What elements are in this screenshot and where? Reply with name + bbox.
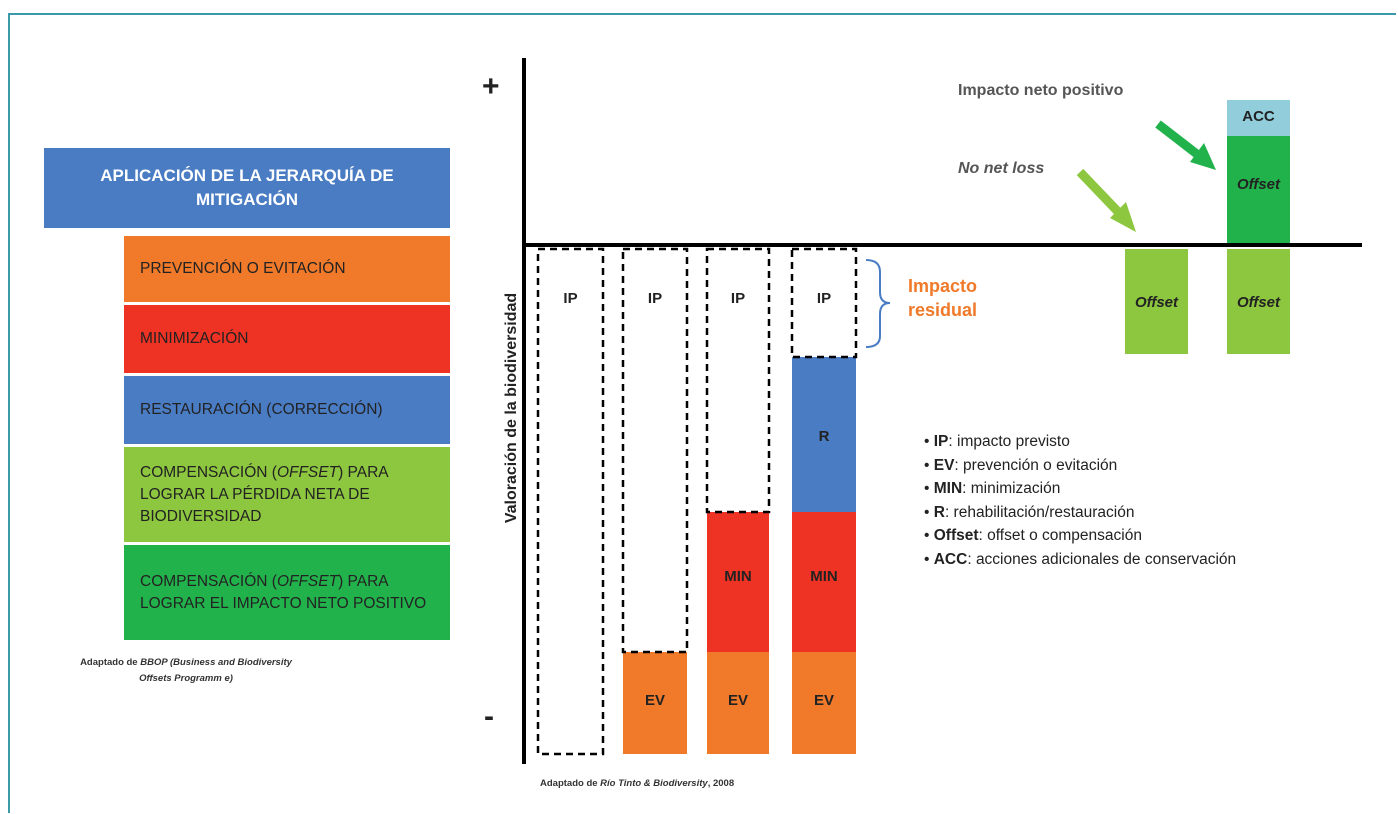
bar-min-3 xyxy=(707,512,769,652)
hierarchy-item-label: PREVENCIÓN O EVITACIÓN xyxy=(140,260,346,277)
note-positive-impact: Impacto neto positivo xyxy=(958,82,1124,99)
bar-label-r-4: R xyxy=(818,428,830,445)
legend: • IP: impacto previsto • EV: prevención … xyxy=(924,430,1236,571)
bar-label-offset-5: Offset xyxy=(1134,294,1179,311)
bar-ev-4 xyxy=(792,652,856,754)
hierarchy-item-label: MINIMIZACIÓN xyxy=(140,330,249,347)
figure-frame xyxy=(8,13,1396,813)
bar-ip-2 xyxy=(621,247,689,654)
bar-ev-3 xyxy=(707,652,769,754)
minus-sign: - xyxy=(484,700,494,733)
legend-item-r: • R: rehabilitación/restauración xyxy=(924,503,1135,521)
bar-label-offset-6-above: Offset xyxy=(1236,176,1281,193)
bar-ip-1 xyxy=(536,247,605,756)
bar-ev-2 xyxy=(623,652,687,754)
y-axis-label: Valoración de la biodiversidad xyxy=(503,292,520,524)
legend-item-offset: • Offset: offset o compensación xyxy=(924,527,1142,544)
arrow-positive xyxy=(1155,120,1216,170)
hierarchy-item-restauracion: RESTAURACIÓN (CORRECCIÓN) xyxy=(124,376,450,444)
hierarchy-item-label: RESTAURACIÓN (CORRECCIÓN) xyxy=(140,401,383,418)
bar-label-ip-4: IP xyxy=(816,290,832,307)
axes xyxy=(522,58,1362,764)
hierarchy-item-prevencion: PREVENCIÓN O EVITACIÓN xyxy=(124,236,450,302)
bar-label-ev-4: EV xyxy=(813,692,834,709)
bar-label-ip-1: IP xyxy=(563,290,578,307)
bar-label-min-3: MIN xyxy=(724,568,752,585)
note-no-net-loss: No net loss xyxy=(958,160,1045,177)
hierarchy-item-minimizacion: MINIMIZACIÓN xyxy=(124,305,450,373)
bar-ip-3 xyxy=(705,247,771,514)
hierarchy-item-label: COMPENSACIÓN (OFFSET) PARA LOGRAR EL IMP… xyxy=(140,572,427,612)
bar-label-ev-3: EV xyxy=(727,692,748,709)
bar-r-4 xyxy=(792,357,856,512)
bar-min-4 xyxy=(792,512,856,652)
bar-ip-4 xyxy=(790,247,858,359)
arrow-no-net-loss xyxy=(1076,168,1136,232)
legend-item-ev: • EV: prevención o evitación xyxy=(924,456,1118,474)
legend-item-min: • MIN: minimización xyxy=(924,480,1061,497)
chart-caption: Adaptado de Río Tinto & Biodiversity, 20… xyxy=(540,778,735,789)
bar-label-ip-3: IP xyxy=(730,290,746,307)
legend-item-acc: • ACC: acciones adicionales de conservac… xyxy=(924,550,1237,568)
bar-offset-6-below xyxy=(1227,249,1290,354)
hierarchy-item-offset-no-net-loss: COMPENSACIÓN (OFFSET) PARA LOGRAR LA PÉR… xyxy=(124,447,450,542)
bar-label-offset-6-below: Offset xyxy=(1236,294,1281,311)
bar-offset-6-above xyxy=(1227,136,1290,243)
residual-brace xyxy=(865,259,891,348)
bar-label-ip-2: IP xyxy=(647,290,663,307)
plus-sign: + xyxy=(482,70,500,103)
bar-acc-6 xyxy=(1227,100,1290,136)
legend-item-ip: • IP: impacto previsto xyxy=(924,433,1070,450)
hierarchy-item-offset-positive: COMPENSACIÓN (OFFSET) PARA LOGRAR EL IMP… xyxy=(124,545,450,640)
bar-label-min-4: MIN xyxy=(810,568,838,585)
bar-label-ev-2: EV xyxy=(644,692,665,709)
hierarchy-title: APLICACIÓN DE LA JERARQUÍA DE MITIGACIÓN xyxy=(44,148,450,228)
bar-offset-5 xyxy=(1125,249,1188,354)
hierarchy-caption: Adaptado de BBOP (Business and Biodivers… xyxy=(80,657,292,684)
residual-impact-label: Impacto residual xyxy=(908,276,978,320)
hierarchy-item-label: COMPENSACIÓN (OFFSET) PARA LOGRAR LA PÉR… xyxy=(140,463,388,525)
bar-label-acc-6: ACC xyxy=(1242,108,1275,125)
